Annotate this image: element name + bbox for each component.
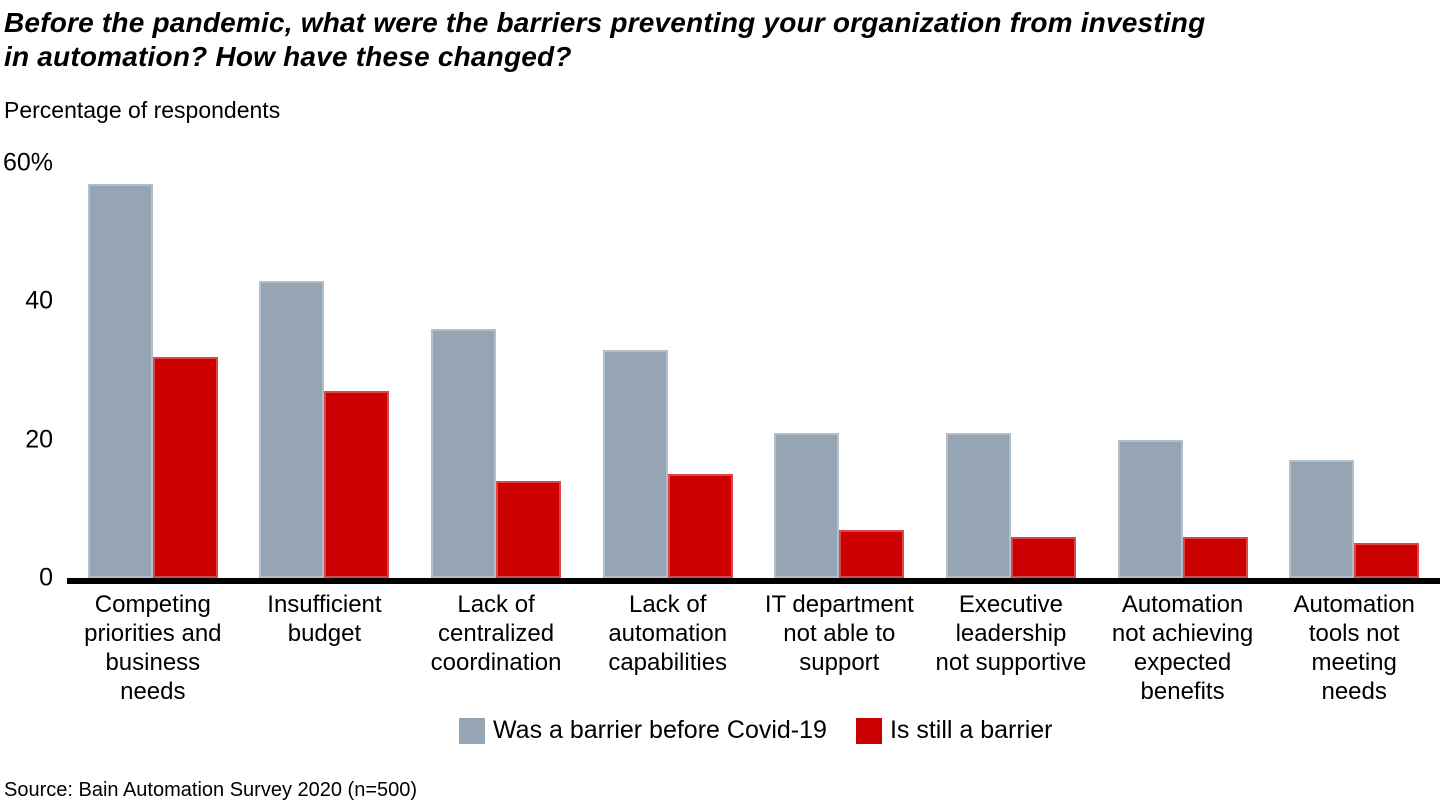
bar-group bbox=[925, 163, 1097, 578]
y-axis-unit-label: Percentage of respondents bbox=[4, 97, 281, 123]
category-label: Lack of automation capabilities bbox=[608, 591, 728, 676]
bar-group bbox=[410, 163, 582, 578]
bar-groups bbox=[67, 163, 1440, 578]
bar bbox=[431, 329, 497, 578]
chart-title: Before the pandemic, what were the barri… bbox=[4, 7, 1206, 72]
source-note: Source: Bain Automation Survey 2020 (n=5… bbox=[4, 779, 418, 801]
bar-group bbox=[1097, 163, 1269, 578]
y-tick-label: 0 bbox=[39, 563, 53, 592]
legend-item: Was a barrier before Covid-19 bbox=[459, 717, 827, 744]
bar-group bbox=[754, 163, 926, 578]
category-label: Automation tools not meeting needs bbox=[1293, 591, 1415, 705]
legend-label: Was a barrier before Covid-19 bbox=[493, 716, 827, 744]
category-label: IT department not able to support bbox=[764, 591, 914, 676]
bar-group bbox=[239, 163, 411, 578]
bar bbox=[1182, 536, 1248, 578]
bar bbox=[1289, 460, 1355, 578]
legend: Was a barrier before Covid-19 Is still a … bbox=[459, 717, 1052, 744]
bar bbox=[1354, 543, 1420, 578]
legend-swatch bbox=[855, 717, 882, 744]
plot-area: 0 20 40 60% bbox=[3, 150, 1440, 590]
bar-group bbox=[582, 163, 754, 578]
category-label: Executive leadership not supportive bbox=[935, 591, 1087, 676]
bar bbox=[1010, 536, 1076, 578]
bar-group bbox=[1268, 163, 1440, 578]
y-tick-label: 20 bbox=[25, 425, 53, 454]
legend-label: Is still a barrier bbox=[889, 716, 1053, 744]
category-label: Competing priorities and business needs bbox=[84, 591, 222, 705]
category-label: Automation not achieving expected benefi… bbox=[1111, 591, 1254, 705]
bar bbox=[259, 280, 325, 578]
bar bbox=[1117, 439, 1183, 578]
category-label: Insufficient budget bbox=[267, 591, 382, 647]
bar bbox=[839, 529, 905, 578]
bar bbox=[152, 356, 218, 578]
x-axis-category-labels: Competing priorities and business needs I… bbox=[67, 590, 1440, 706]
bar bbox=[945, 432, 1011, 578]
y-tick-label: 60% bbox=[2, 148, 53, 177]
bar bbox=[602, 349, 668, 578]
bar-group bbox=[67, 163, 239, 578]
y-tick-label: 40 bbox=[25, 286, 53, 315]
category-label: Lack of centralized coordination bbox=[430, 591, 562, 676]
legend-swatch bbox=[459, 717, 485, 744]
bar bbox=[667, 474, 733, 578]
bar bbox=[324, 391, 390, 578]
bar bbox=[496, 481, 562, 578]
bar bbox=[774, 432, 840, 578]
bar bbox=[87, 183, 153, 578]
legend-item: Is still a barrier bbox=[855, 716, 1053, 744]
